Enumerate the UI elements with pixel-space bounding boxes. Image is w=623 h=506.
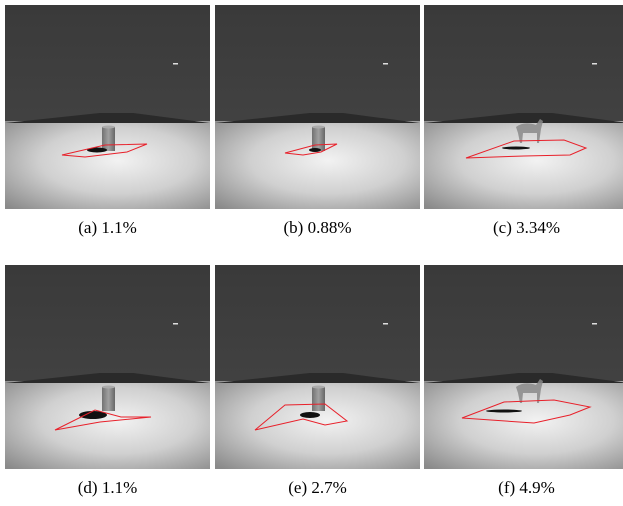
render-image xyxy=(215,265,420,469)
caption: (f) 4.9% xyxy=(498,478,555,497)
caption: (c) 3.34% xyxy=(493,218,560,237)
shadow xyxy=(502,147,530,150)
caption: (b) 0.88% xyxy=(284,218,352,237)
render-image xyxy=(424,265,623,469)
render-image xyxy=(215,5,420,209)
shadow xyxy=(309,148,321,152)
shadow xyxy=(300,412,320,418)
cylinder xyxy=(102,127,115,151)
caption: (a) 1.1% xyxy=(78,218,137,237)
floor xyxy=(424,381,623,469)
light xyxy=(383,63,388,65)
figure: (a) 1.1% (b) 0.88% (c) 3.34% (d) 1.1% (e) 2.… xyxy=(0,0,623,501)
cylinder xyxy=(312,387,325,411)
floor xyxy=(424,121,623,209)
cylinder-top xyxy=(102,386,115,389)
cylinder xyxy=(102,387,115,411)
light xyxy=(173,63,178,65)
light xyxy=(383,323,388,325)
light xyxy=(173,323,178,325)
cylinder xyxy=(312,127,325,151)
cylinder-top xyxy=(102,126,115,129)
cylinder-top xyxy=(312,126,325,129)
render-image xyxy=(5,5,210,209)
render-image xyxy=(5,265,210,469)
light xyxy=(592,323,597,325)
shadow xyxy=(486,410,522,413)
caption: (e) 2.7% xyxy=(288,478,347,497)
light xyxy=(592,63,597,65)
render-image xyxy=(424,5,623,209)
caption: (d) 1.1% xyxy=(78,478,137,497)
cylinder-top xyxy=(312,386,325,389)
